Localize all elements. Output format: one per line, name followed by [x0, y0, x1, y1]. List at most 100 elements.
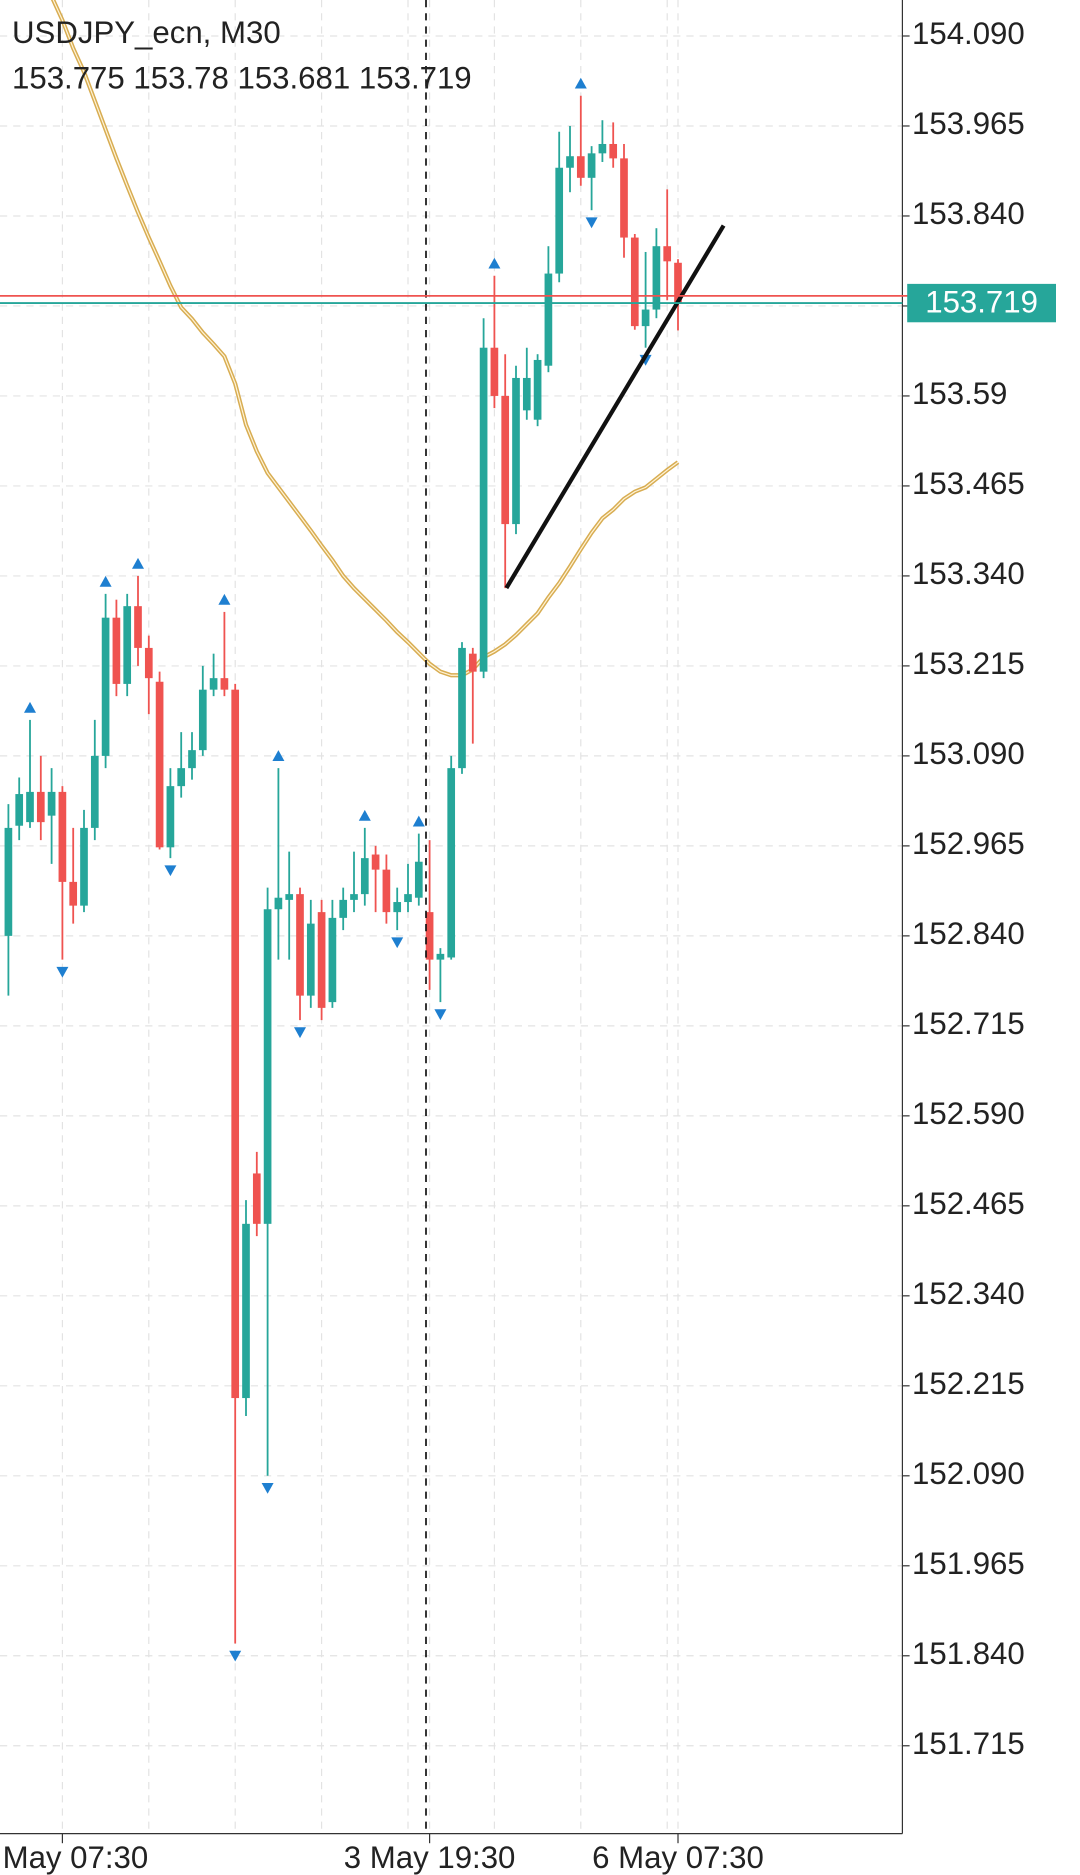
y-tick-label: 153.59: [912, 376, 1007, 411]
candle-body: [360, 858, 369, 895]
candle-body: [512, 377, 520, 525]
candle-body: [317, 912, 326, 1008]
candle-body: [479, 347, 488, 672]
candle-body: [112, 617, 121, 684]
candle-body: [155, 681, 164, 848]
fractal-down: [56, 966, 69, 978]
fractal-up: [99, 575, 112, 587]
y-tick-label: 154.090: [912, 16, 1025, 51]
candle-body: [339, 899, 348, 918]
candle-body: [90, 755, 99, 828]
fractal-down: [164, 865, 177, 877]
close-value: 153.719: [359, 61, 472, 96]
plot-area: [4, 0, 682, 1662]
candle-body: [328, 917, 337, 1003]
candle-body: [382, 869, 391, 913]
open-value: 153.775: [12, 61, 125, 96]
high-value: 153.78: [133, 61, 228, 96]
fractal-down: [261, 1483, 274, 1494]
candle-body: [598, 143, 607, 154]
candle-body: [501, 395, 510, 525]
candle-body: [544, 273, 553, 366]
fractal-down: [585, 217, 598, 229]
y-tick-label: 153.965: [912, 106, 1025, 141]
candle-body: [123, 606, 132, 684]
candle-body: [371, 854, 380, 870]
candle-body: [609, 143, 618, 159]
candle-body: [533, 359, 542, 420]
y-tick-label: 153.465: [912, 466, 1025, 501]
candle-body: [188, 750, 196, 769]
candle-body: [166, 786, 175, 848]
candle-body: [36, 791, 45, 823]
candle-body: [404, 894, 412, 903]
candle-body: [620, 158, 628, 238]
candle-body: [641, 309, 650, 327]
candle-body: [522, 377, 531, 411]
y-tick-label: 152.340: [912, 1276, 1025, 1311]
fractal-down: [294, 1027, 306, 1039]
candle-body: [220, 678, 229, 690]
y-tick-label: 152.090: [912, 1456, 1025, 1491]
candle-body: [274, 897, 283, 910]
x-tick-label: 3 May 19:30: [344, 1840, 516, 1875]
fractal-up: [272, 750, 285, 761]
candle-body: [436, 953, 445, 960]
candle-body: [468, 653, 477, 672]
candle-body: [393, 902, 402, 913]
candle-body: [58, 791, 67, 882]
candle-body: [425, 912, 434, 960]
ohlc-header: 153.775 153.78 153.681 153.719: [12, 61, 472, 96]
candle-body: [15, 794, 24, 826]
candle-body: [4, 827, 13, 936]
candle-body: [350, 894, 358, 900]
y-tick-label: 151.965: [912, 1546, 1025, 1581]
ma-line-inner: [52, 0, 679, 676]
fractal-up: [24, 701, 36, 713]
candle-body: [447, 768, 456, 958]
y-tick-label: 151.840: [912, 1636, 1025, 1671]
candle-body: [576, 156, 585, 178]
y-tick-label: 152.715: [912, 1006, 1025, 1041]
candle-body: [674, 262, 682, 304]
fractal-down: [229, 1650, 242, 1662]
candle-body: [242, 1223, 250, 1399]
candle-body: [306, 923, 315, 996]
x-tick-label: 3 May 07:30: [0, 1840, 148, 1875]
candle-body: [490, 347, 499, 396]
candle-body: [26, 791, 34, 823]
y-tick-label: 152.465: [912, 1186, 1025, 1221]
fractal-up: [358, 809, 371, 821]
candle-body: [101, 617, 110, 756]
x-tick-label: 6 May 07:30: [592, 1840, 764, 1875]
fractal-down: [391, 937, 404, 949]
candle-body: [652, 246, 661, 310]
fractal-up: [412, 815, 425, 827]
y-tick-label: 152.215: [912, 1366, 1025, 1401]
candle-body: [69, 881, 78, 906]
candle-body: [587, 153, 596, 178]
candle-body: [458, 647, 466, 769]
candle-body: [231, 689, 240, 1399]
fractal-up: [574, 77, 587, 89]
low-value: 153.681: [237, 61, 350, 96]
candle-body: [555, 167, 564, 274]
trend-line: [504, 224, 726, 590]
candle-body: [663, 246, 672, 262]
candle-body: [566, 156, 574, 168]
candle-body: [80, 827, 88, 906]
candle-body: [263, 909, 272, 1224]
y-tick-label: 152.590: [912, 1096, 1025, 1131]
fractal-up: [218, 593, 231, 605]
candle-body: [630, 237, 639, 327]
candle-body: [177, 768, 186, 787]
y-tick-label: 152.840: [912, 916, 1025, 951]
y-tick-label: 153.090: [912, 736, 1025, 771]
fractal-up: [488, 257, 501, 269]
candle-body: [144, 647, 153, 679]
candle-body: [47, 791, 56, 816]
price-label-box: [907, 283, 1056, 323]
symbol-title: USDJPY_ecn, M30: [12, 15, 281, 50]
y-tick-label: 153.215: [912, 646, 1025, 681]
